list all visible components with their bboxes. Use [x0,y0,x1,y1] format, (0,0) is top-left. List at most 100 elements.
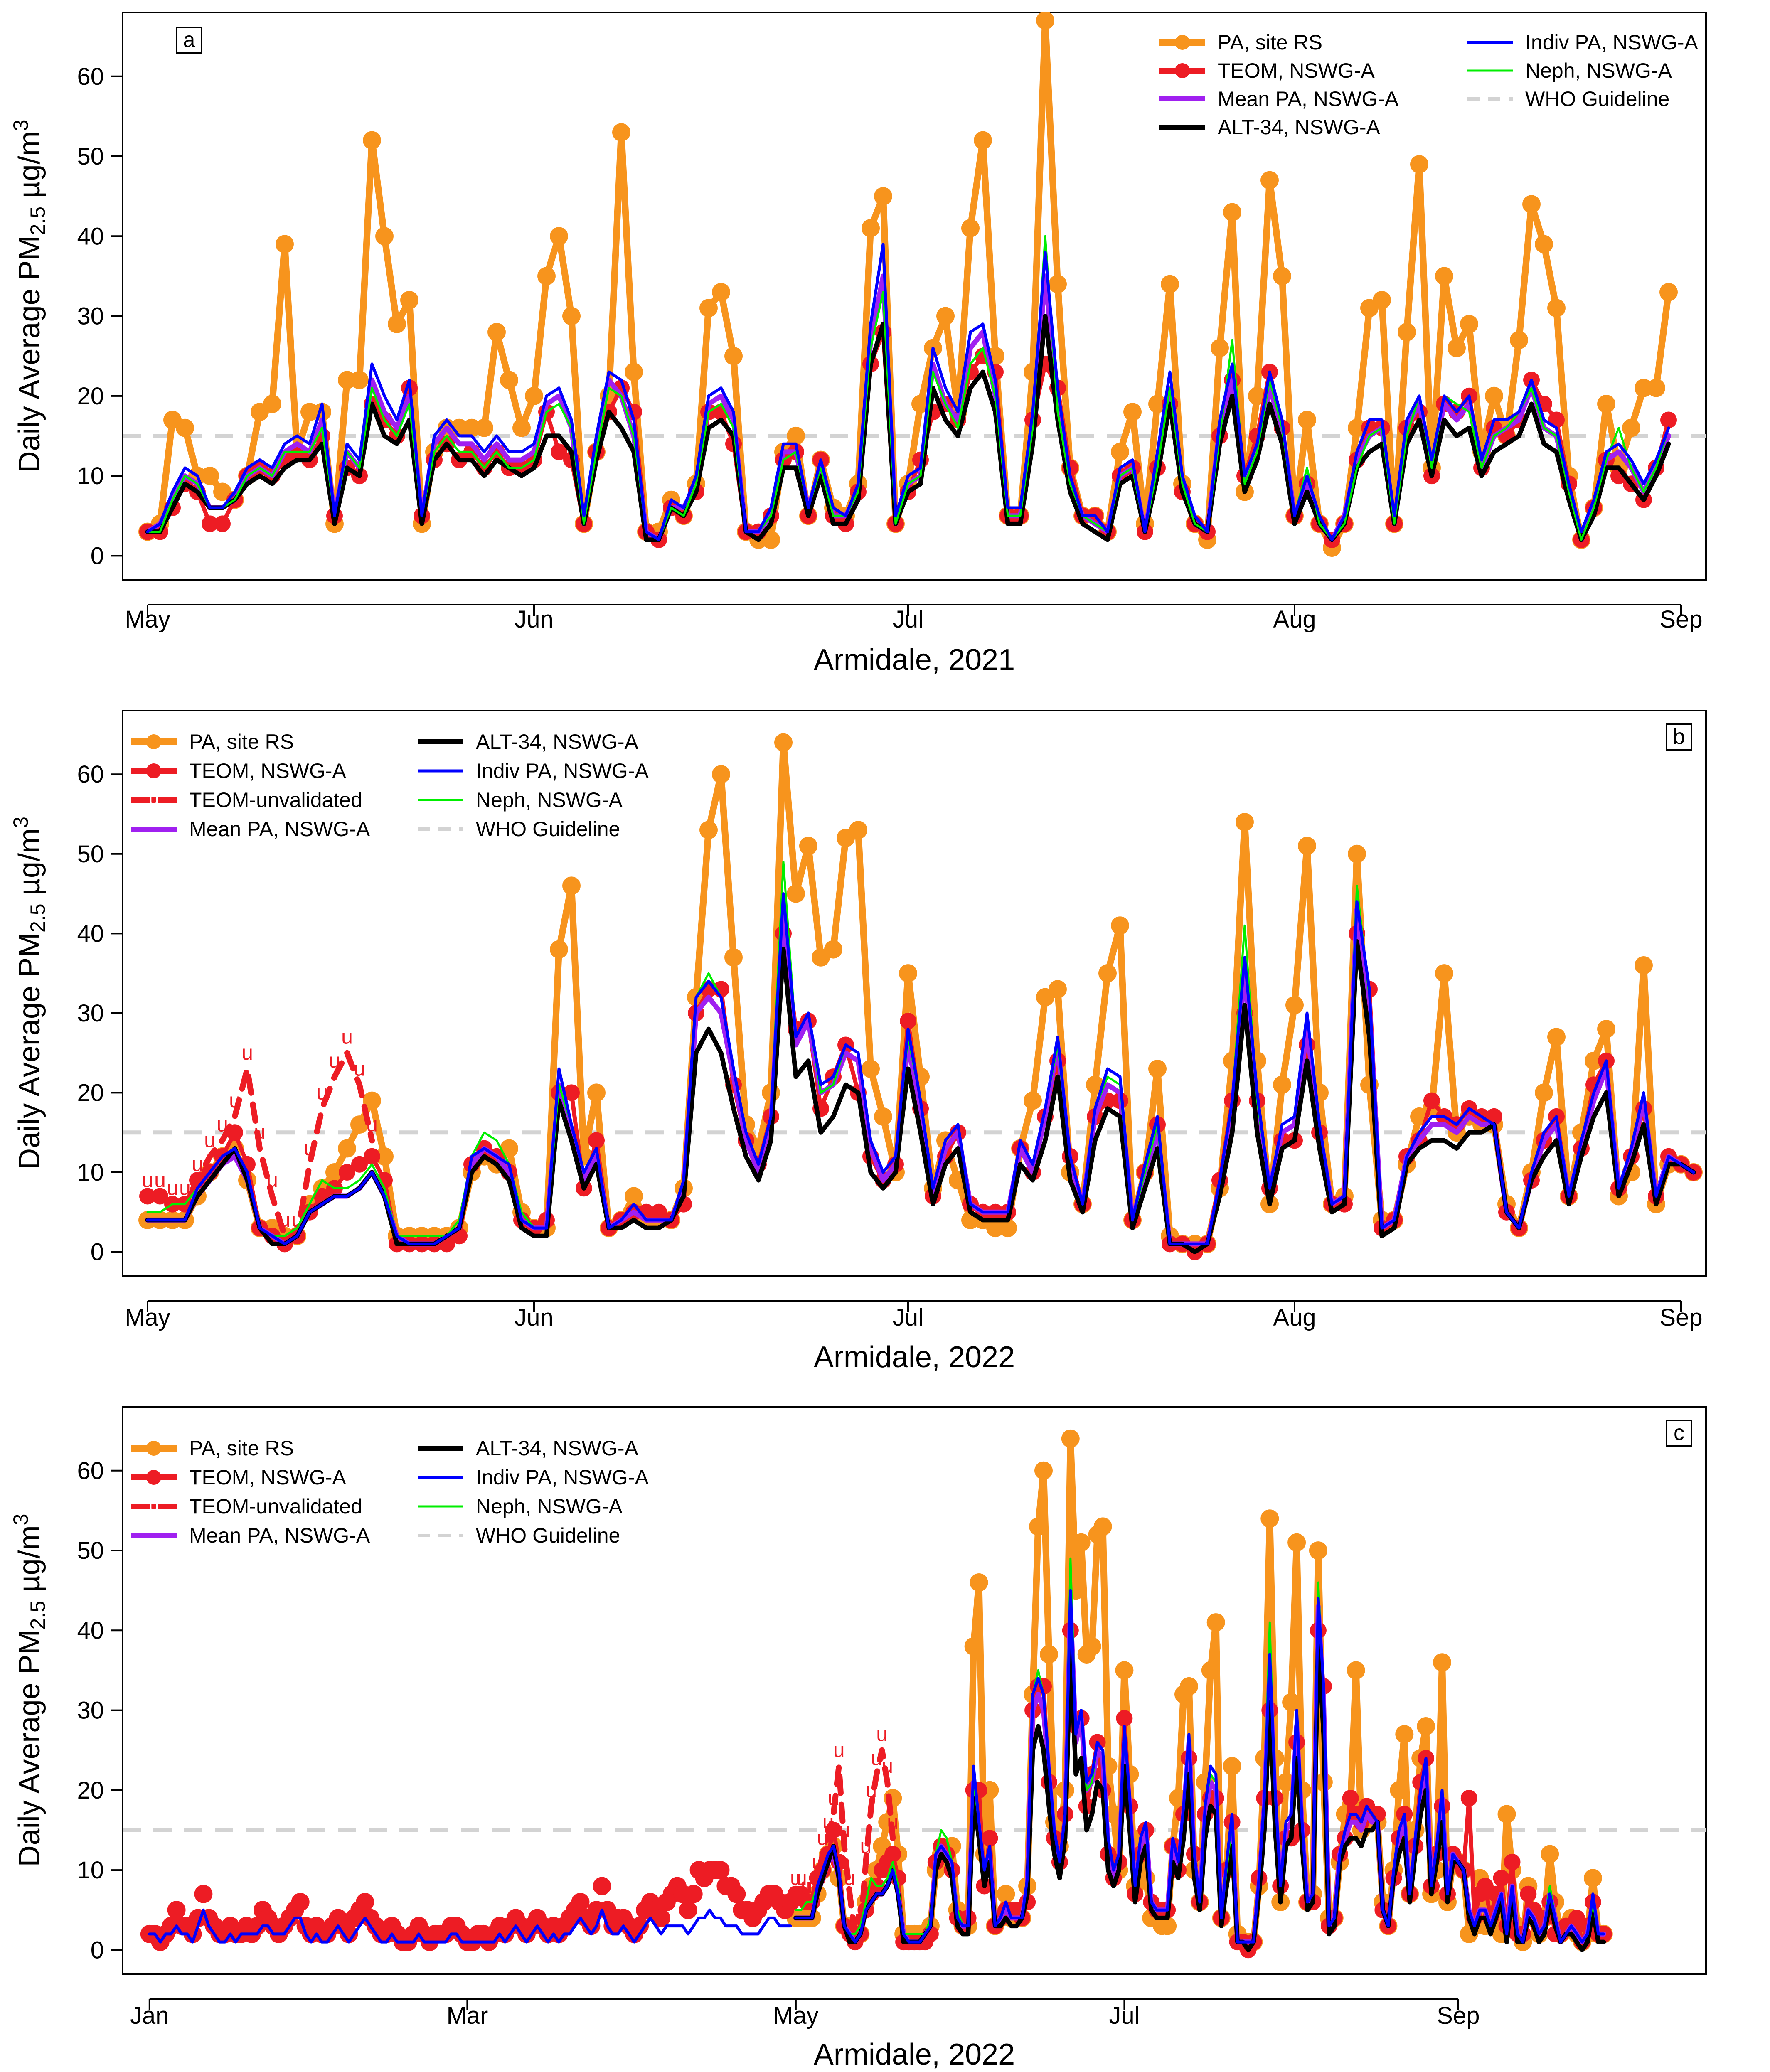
data-point [1659,283,1678,301]
data-point [194,1885,213,1903]
data-point [525,386,543,405]
y-label-unit: µg/m [13,828,46,904]
x-tick-label: Jul [1109,2002,1140,2029]
y-tick-label: 60 [77,1457,104,1484]
data-point [1029,1517,1048,1536]
y-tick-label: 50 [77,841,104,868]
y-tick-label: 30 [77,1000,104,1027]
data-point [1460,1790,1477,1806]
y-tick-label: 60 [77,761,104,788]
data-point [1510,331,1528,349]
data-point [1111,443,1129,461]
series-teom-nswg-a-jan-apr- [140,1861,800,1951]
data-point [727,1885,746,1903]
data-point [1273,267,1291,285]
data-point [612,123,630,142]
unvalidated-marker: u [192,1152,203,1176]
plot-area [123,12,1706,557]
data-point [712,283,730,301]
data-point [936,307,955,325]
unvalidated-marker: u [795,1866,807,1890]
data-point [862,219,880,238]
y-tick-label: 60 [77,63,104,90]
legend-label: TEOM-unvalidated [189,788,362,812]
data-point [1049,980,1067,999]
data-point [799,837,817,855]
data-point [862,1060,880,1078]
unvalidated-marker: u [229,1089,241,1112]
x-tick-label: Jun [515,1304,554,1331]
data-point [1504,1853,1521,1870]
data-point [1260,1509,1279,1528]
data-point [562,876,581,895]
legend-item: Indiv PA, NSWG-A [418,1466,649,1489]
data-point [537,267,556,285]
data-point [1098,964,1117,983]
x-tick-label: Aug [1273,606,1316,633]
unvalidated-marker: u [217,1112,228,1136]
legend-label: TEOM, NSWG-A [189,759,346,783]
y-label-sub: 2.5 [26,1601,49,1630]
x-tick-label: May [125,606,170,633]
data-point [551,443,567,460]
legend-item: PA, site RS [131,730,294,753]
data-point [1535,235,1553,253]
data-point [201,467,219,485]
data-point [1093,1517,1112,1536]
data-point [1248,386,1266,405]
data-point [650,1203,667,1221]
data-point [1049,275,1067,293]
unvalidated-marker: u [329,1049,340,1072]
legend-label: ALT-34, NSWG-A [476,730,638,753]
data-point [899,964,917,983]
plot-frame [122,12,1707,581]
data-point [787,884,805,903]
data-point [356,1893,374,1911]
data-point [711,1861,730,1880]
panel-label: c [1666,1420,1692,1447]
legend: PA, site RS TEOM, NSWG-A u TEOM-unvalidated… [131,730,649,841]
legend-item: TEOM, NSWG-A [1159,59,1375,82]
unvalidated-marker: u [817,1826,829,1850]
data-point [630,1917,649,1935]
y-label-sub: 2.5 [26,903,49,933]
data-point [1040,1645,1058,1664]
data-point [167,1901,186,1919]
legend-item: PA, site RS [1159,31,1322,54]
unvalidated-marker: u [266,1169,278,1192]
legend-label: Indiv PA, NSWG-A [476,1466,649,1489]
legend-item: Indiv PA, NSWG-A [1467,31,1698,54]
data-point [1179,1677,1198,1695]
legend-marker [146,1470,161,1485]
legend-marker [146,734,161,749]
x-tick-label: Sep [1659,606,1702,633]
data-point [999,1219,1017,1238]
y-tick-label: 10 [77,1857,104,1884]
data-point [1535,1083,1553,1102]
legend-item: Neph, NSWG-A [418,788,623,812]
y-label-unit: µg/m [13,1525,46,1601]
unvalidated-marker: u [254,1121,266,1144]
unvalidated-marker: u [844,1866,856,1890]
unvalidated-marker: u [241,1041,253,1064]
data-point [699,821,718,839]
unvalidated-marker: u [876,1723,888,1746]
data-point [176,418,194,437]
data-point [1309,1541,1327,1560]
data-point [1435,964,1453,983]
data-point [1282,1693,1301,1712]
data-point [363,131,381,150]
data-point [400,291,418,310]
data-point [593,1877,611,1895]
legend-label: Indiv PA, NSWG-A [1525,31,1698,54]
data-point [1585,1051,1603,1070]
unvalidated-marker: u [316,1081,328,1104]
legend-label: PA, site RS [189,1437,294,1460]
data-point [884,1846,901,1863]
x-axis-label: Armidale, 2021 [814,643,1015,677]
data-point [1660,411,1677,428]
data-point [1395,1725,1414,1744]
data-point [588,1132,605,1149]
unvalidated-marker: u [865,1778,877,1801]
